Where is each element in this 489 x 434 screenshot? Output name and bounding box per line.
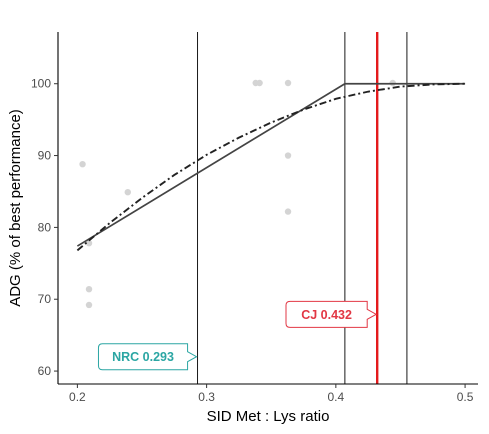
data-point: [284, 152, 292, 159]
y-tick-label: 80: [38, 220, 52, 234]
y-tick-label: 70: [38, 292, 52, 306]
data-point: [124, 188, 131, 196]
callout-box-0: [97, 343, 198, 371]
callout-box-1: [285, 300, 378, 328]
x-tick-label: 0.5: [457, 390, 474, 404]
x-axis-title: SID Met : Lys ratio: [207, 408, 330, 425]
callout-label: CJ 0.432: [301, 308, 352, 322]
x-tick-label: 0.2: [69, 390, 86, 404]
x-tick-label: 0.3: [198, 390, 215, 404]
data-point: [284, 79, 292, 87]
data-point: [85, 285, 93, 293]
tick-marks: 0.2 0.3 0.4 0.5 60 70 80 90 100: [31, 77, 474, 404]
y-tick-label: 100: [31, 77, 51, 91]
data-point: [284, 208, 292, 215]
y-axis-title: ADG (% of best performance): [7, 109, 24, 307]
y-tick-label: 60: [38, 364, 52, 378]
data-point: [256, 79, 263, 87]
callout-label: NRC 0.293: [112, 350, 174, 364]
data-point: [79, 160, 86, 168]
y-tick-label: 90: [38, 149, 52, 163]
broken-line-series: [76, 82, 466, 247]
plot-area: NRC 0.293 CJ 0.432: [76, 32, 466, 384]
x-tick-label: 0.4: [328, 390, 345, 404]
data-point: [85, 240, 93, 247]
data-point: [85, 301, 93, 309]
